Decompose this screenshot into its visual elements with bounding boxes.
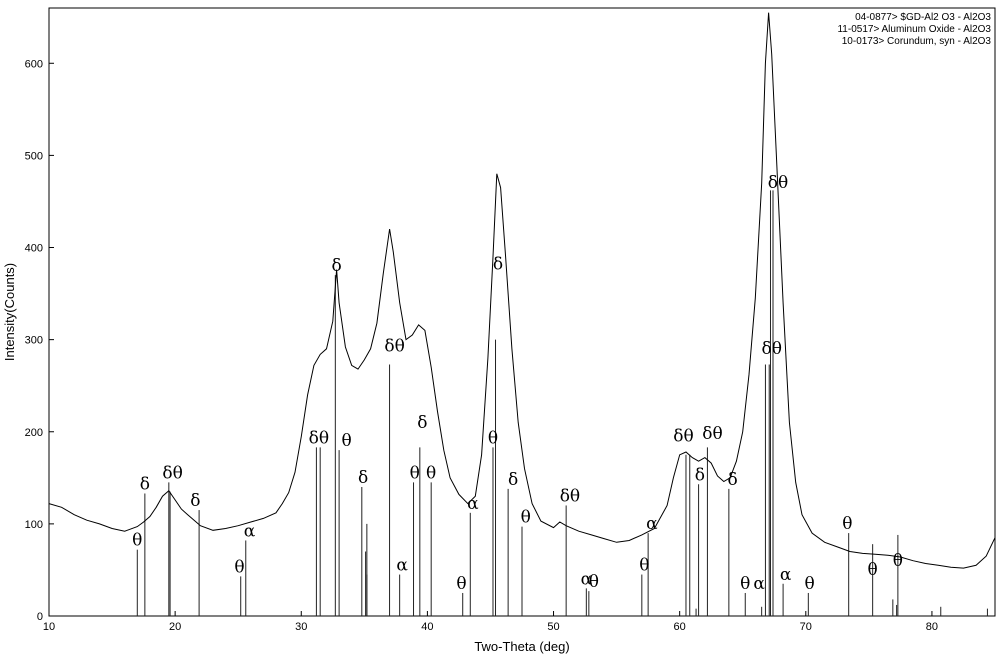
y-tick-label: 400 (25, 243, 43, 255)
peak-label: θ (521, 508, 531, 528)
peak-label: δθ (762, 339, 782, 359)
peak-label: θ (842, 514, 852, 534)
legend: 04-0877> $GD-Al2 O3 - Al2O311-0517> Alum… (837, 12, 991, 47)
peak-label: δ (728, 470, 738, 490)
x-tick-label: 80 (926, 621, 938, 633)
peak-label: δ (140, 474, 150, 494)
peak-label: θ (342, 431, 352, 451)
peak-label: δ (358, 468, 368, 488)
peak-label: δ (331, 256, 341, 276)
legend-entry: 04-0877> $GD-Al2 O3 - Al2O3 (855, 12, 991, 23)
peak-label: δθ (162, 463, 182, 483)
peak-label: θ (132, 531, 142, 551)
x-tick-label: 70 (800, 621, 812, 633)
peak-label: δθ (309, 428, 329, 448)
peak-label: α (244, 521, 256, 541)
y-tick-label: 300 (25, 335, 43, 347)
peak-label: θ (639, 556, 649, 576)
peak-label: θ (740, 574, 750, 594)
x-tick-label: 40 (421, 621, 433, 633)
peak-label: δ (695, 465, 705, 485)
peak-label: δ (493, 254, 503, 274)
peak-label: θ (868, 560, 878, 580)
peak-label: θ (893, 551, 903, 571)
peak-label: θ (456, 574, 466, 594)
x-tick-label: 30 (295, 621, 307, 633)
peak-label: θ (589, 572, 599, 592)
peak-label: θ (410, 463, 420, 483)
peak-label: δ (190, 491, 200, 511)
peak-label: α (396, 556, 408, 576)
peak-label: θ (804, 574, 814, 594)
x-tick-label: 10 (43, 621, 55, 633)
y-tick-label: 100 (25, 519, 43, 531)
legend-entry: 10-0173> Corundum, syn - Al2O3 (842, 36, 992, 47)
peak-label: α (753, 574, 765, 594)
peak-label: δθ (702, 424, 722, 444)
diffraction-pattern-line (49, 13, 995, 569)
peak-label: θ (488, 428, 498, 448)
peak-label: α (646, 514, 658, 534)
peak-label: θ (426, 463, 436, 483)
peak-label: δθ (384, 336, 404, 356)
y-tick-label: 0 (37, 611, 43, 623)
y-tick-label: 500 (25, 150, 43, 162)
x-tick-label: 20 (169, 621, 181, 633)
reference-sticks (137, 190, 987, 616)
x-axis-title: Two-Theta (deg) (474, 639, 569, 654)
peak-label: δ (417, 413, 427, 433)
y-tick-label: 600 (25, 58, 43, 70)
peak-label: θ (234, 557, 244, 577)
peak-label: α (467, 494, 479, 514)
y-tick-label: 200 (25, 427, 43, 439)
peak-label: δ (508, 470, 518, 490)
x-tick-label: 50 (547, 621, 559, 633)
axis-ticks: 10 20 30 40 50 60 70 80 0 100 200 300 400 500 600 (25, 58, 938, 633)
peak-label: δθ (768, 173, 788, 193)
peak-label: α (780, 565, 792, 585)
legend-entry: 11-0517> Aluminum Oxide - Al2O3 (837, 24, 991, 35)
peak-label: δθ (560, 486, 580, 506)
peak-label: δθ (673, 427, 693, 447)
x-tick-label: 60 (674, 621, 686, 633)
y-axis-title: Intensity(Counts) (2, 263, 17, 361)
